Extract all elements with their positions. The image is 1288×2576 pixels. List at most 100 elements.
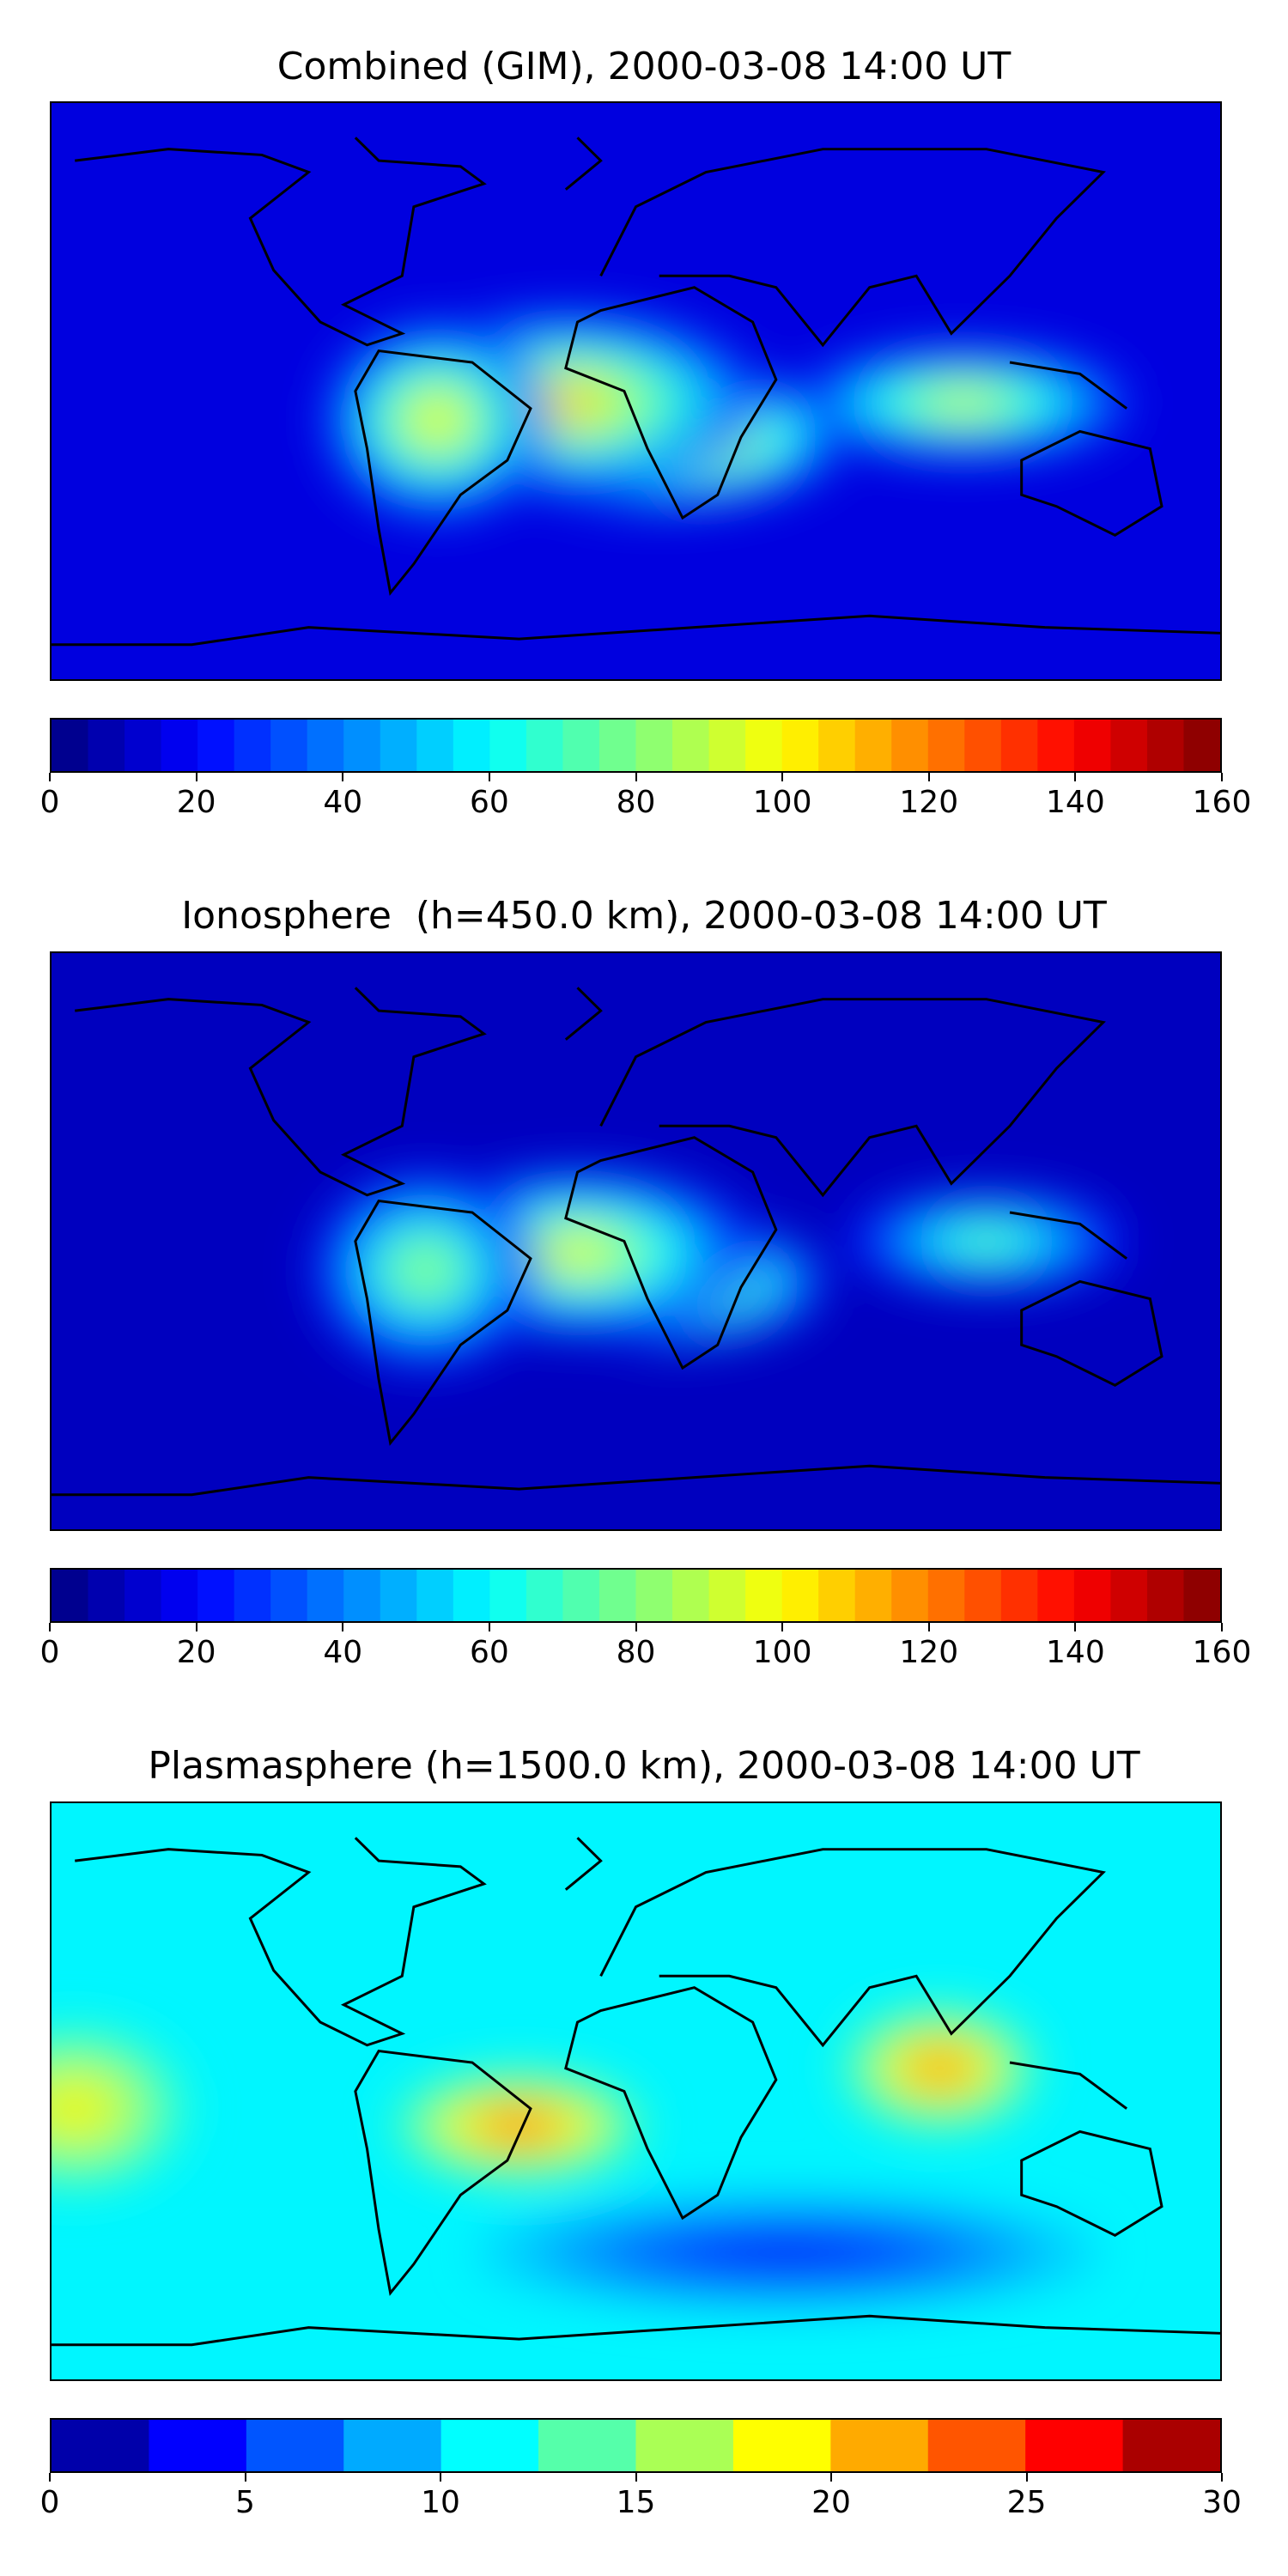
coastlines bbox=[52, 1837, 1220, 2347]
colorbar-segment bbox=[708, 720, 746, 771]
colorbar-segment bbox=[635, 2420, 734, 2471]
colorbar-tick bbox=[927, 773, 930, 781]
colorbar-segment bbox=[927, 1570, 965, 1621]
colorbar-segment bbox=[781, 1570, 819, 1621]
field-peak bbox=[403, 1250, 448, 1290]
colorbar-segment bbox=[440, 2420, 539, 2471]
colorbar-segment bbox=[598, 1570, 637, 1621]
colorbar-tick-label: 120 bbox=[899, 1635, 959, 1670]
coastline bbox=[1020, 1279, 1163, 1388]
colorbar-tick bbox=[49, 773, 51, 781]
coastline bbox=[75, 1837, 487, 2047]
colorbar-segment bbox=[52, 720, 89, 771]
colorbar-segment bbox=[635, 720, 673, 771]
colorbar-segment bbox=[1073, 1570, 1112, 1621]
colorbar-tick-label: 60 bbox=[469, 785, 509, 820]
panel1-title: Combined (GIM), 2000-03-08 14:00 UT bbox=[276, 45, 1012, 88]
colorbar-segment bbox=[52, 1570, 89, 1621]
panel3-map-svg bbox=[52, 1803, 1220, 2379]
colorbar-segment bbox=[343, 720, 381, 771]
colorbar-segment bbox=[380, 720, 417, 771]
coastline bbox=[564, 987, 603, 1041]
coastline bbox=[1009, 1211, 1128, 1260]
colorbar-tick bbox=[635, 773, 637, 781]
panel1-map-svg bbox=[52, 103, 1220, 679]
coastlines bbox=[52, 137, 1220, 647]
colorbar-segment bbox=[745, 720, 783, 771]
colorbar-tick-label: 20 bbox=[176, 785, 216, 820]
colorbar-segment bbox=[1122, 2420, 1220, 2471]
coastline bbox=[1009, 361, 1128, 410]
colorbar-tick bbox=[781, 773, 784, 781]
colorbar-segment bbox=[149, 2420, 247, 2471]
colorbar-tick-label: 100 bbox=[752, 1635, 812, 1670]
colorbar-tick bbox=[1221, 773, 1223, 781]
coastline bbox=[564, 1136, 778, 1370]
colorbar-tick-label: 20 bbox=[176, 1635, 216, 1670]
colorbar-segment bbox=[964, 1570, 1002, 1621]
colorbar-segment bbox=[1183, 1570, 1220, 1621]
field-peak bbox=[494, 2114, 544, 2137]
panel2-colorbar bbox=[50, 1568, 1222, 1623]
colorbar-tick-label: 0 bbox=[39, 2485, 60, 2520]
colorbar-segment bbox=[234, 720, 271, 771]
coastline bbox=[564, 137, 603, 191]
colorbar-segment bbox=[1146, 1570, 1185, 1621]
coastline bbox=[354, 349, 532, 596]
colorbar-segment bbox=[489, 1570, 527, 1621]
colorbar-tick-label: 100 bbox=[752, 785, 812, 820]
colorbar-segment bbox=[307, 1570, 344, 1621]
colorbar-tick bbox=[635, 1623, 637, 1631]
colorbar-segment bbox=[672, 1570, 710, 1621]
colorbar-segment bbox=[927, 720, 965, 771]
coastline bbox=[52, 614, 1220, 647]
colorbar-segment bbox=[453, 1570, 490, 1621]
colorbar-tick bbox=[244, 2473, 246, 2482]
colorbar-segment bbox=[343, 2420, 442, 2471]
colorbar-tick-label: 160 bbox=[1192, 785, 1252, 820]
panel2-colorbar-svg bbox=[52, 1570, 1220, 1621]
colorbar-segment bbox=[416, 1570, 454, 1621]
field-peak bbox=[414, 400, 460, 440]
panel3-colorbar-ticks: 0 5 10 15 20 25 30 bbox=[40, 2473, 1242, 2524]
colorbar-tick bbox=[1074, 1623, 1077, 1631]
colorbar-segment bbox=[708, 1570, 746, 1621]
colorbar-tick bbox=[1025, 2473, 1028, 2482]
panel3-colorbar-svg bbox=[52, 2420, 1220, 2471]
field-peak bbox=[540, 1236, 614, 1270]
colorbar-segment bbox=[526, 720, 564, 771]
colorbar-segment bbox=[1037, 720, 1075, 771]
coastline bbox=[599, 148, 1106, 348]
colorbar-segment bbox=[125, 720, 162, 771]
colorbar-segment bbox=[343, 1570, 381, 1621]
coastline bbox=[75, 987, 487, 1197]
colorbar-segment bbox=[1037, 1570, 1075, 1621]
coastline bbox=[1020, 429, 1163, 538]
colorbar-segment bbox=[745, 1570, 783, 1621]
colorbar-tick-label: 40 bbox=[323, 785, 363, 820]
colorbar-tick-label: 80 bbox=[616, 785, 656, 820]
colorbar-tick-label: 15 bbox=[616, 2485, 656, 2520]
colorbar-segment bbox=[161, 1570, 198, 1621]
colorbar-segment bbox=[927, 2420, 1026, 2471]
colorbar-segment bbox=[818, 720, 856, 771]
colorbar-tick bbox=[49, 2473, 51, 2482]
colorbar-segment bbox=[891, 720, 929, 771]
colorbar-segment bbox=[125, 1570, 162, 1621]
colorbar-tick bbox=[830, 2473, 832, 2482]
colorbar-tick bbox=[635, 2473, 637, 2482]
field-peak bbox=[929, 392, 997, 414]
coastline bbox=[354, 1199, 532, 1446]
colorbar-segment bbox=[197, 1570, 235, 1621]
colorbar-segment bbox=[854, 1570, 892, 1621]
colorbar-tick bbox=[488, 1623, 490, 1631]
colorbar-tick bbox=[1221, 1623, 1223, 1631]
colorbar-segment bbox=[598, 720, 637, 771]
colorbar-segment bbox=[526, 1570, 564, 1621]
colorbar-segment bbox=[1110, 1570, 1148, 1621]
colorbar-segment bbox=[672, 720, 710, 771]
coastline bbox=[52, 1464, 1220, 1497]
colorbar-tick-label: 10 bbox=[421, 2485, 460, 2520]
field-peak bbox=[920, 2056, 960, 2081]
field-layer bbox=[325, 313, 1132, 517]
